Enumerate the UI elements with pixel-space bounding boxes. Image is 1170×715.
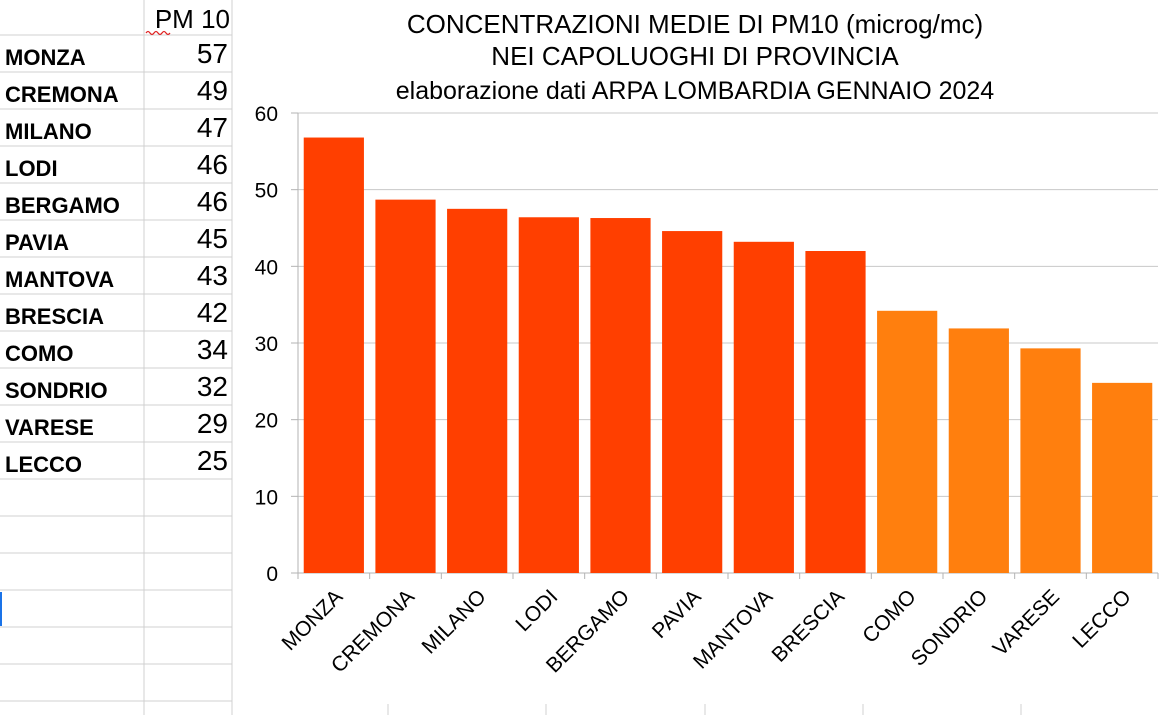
x-tick-label: PAVIA [648, 585, 706, 643]
table-city-cell: MANTOVA [5, 267, 114, 292]
x-tick-label: MONZA [277, 585, 347, 655]
table-city-cell: LODI [5, 156, 58, 181]
y-tick-label: 50 [255, 180, 278, 203]
bar-sondrio [948, 328, 1009, 573]
table-value-cell: 34 [197, 334, 228, 365]
chart-title-line: NEI CAPOLUOGHI DI PROVINCIA [491, 41, 899, 71]
table-value-cell: 45 [197, 223, 228, 254]
x-tick-label: MILANO [418, 585, 491, 658]
x-tick-label: LECCO [1068, 585, 1135, 652]
table-value-cell: 43 [197, 260, 228, 291]
bar-bergamo [590, 218, 651, 574]
table-city-cell: SONDRIO [5, 378, 108, 403]
table-city-cell: MONZA [5, 45, 86, 70]
spellcheck-underline [145, 30, 171, 36]
bar-lodi [518, 217, 579, 573]
chart-title-line: elaborazione dati ARPA LOMBARDIA GENNAIO… [396, 77, 995, 105]
table-value-cell: 25 [197, 445, 228, 476]
table-city-cell: VARESE [5, 415, 94, 440]
table-header-pm10: PM 10 [155, 4, 230, 34]
table-city-cell: MILANO [5, 119, 92, 144]
table-value-cell: 47 [197, 112, 228, 143]
table-value-cell: 49 [197, 75, 228, 106]
x-tick-label: LODI [511, 585, 562, 636]
x-tick-label: SONDRIO [907, 585, 993, 671]
x-tick-label: BRESCIA [768, 585, 849, 666]
x-tick-label: VARESE [989, 585, 1064, 660]
bar-brescia [805, 251, 866, 573]
bar-pavia [662, 231, 723, 574]
table-city-cell: PAVIA [5, 230, 69, 255]
bar-mantova [733, 241, 794, 574]
bar-monza [303, 137, 364, 574]
table-value-cell: 29 [197, 408, 228, 439]
bar-como [877, 310, 938, 573]
table-value-cell: 32 [197, 371, 228, 402]
spreadsheet-grid [0, 0, 1022, 715]
table-value-cell: 57 [197, 38, 228, 69]
bar-cremona [375, 199, 436, 573]
table-city-cell: BERGAMO [5, 193, 120, 218]
table-value-cell: 46 [197, 186, 228, 217]
chart-title-line: CONCENTRAZIONI MEDIE DI PM10 (microg/mc) [407, 9, 983, 39]
x-tick-label: COMO [858, 585, 920, 647]
bar-milano [447, 208, 508, 574]
y-tick-label: 60 [255, 103, 278, 126]
table-value-cell: 46 [197, 149, 228, 180]
data-table: PM 10 MONZA 57 CREMONA 49 MILANO 47 LODI 46 BERGA… [5, 4, 230, 477]
table-city-cell: BRESCIA [5, 304, 104, 329]
bar-chart: CONCENTRAZIONI MEDIE DI PM10 (microg/mc)… [255, 9, 1159, 677]
table-city-cell: CREMONA [5, 82, 119, 107]
bar-varese [1020, 348, 1081, 573]
table-value-cell: 42 [197, 297, 228, 328]
table-city-cell: LECCO [5, 452, 82, 477]
y-tick-label: 20 [255, 410, 278, 433]
bar-lecco [1092, 382, 1153, 573]
y-tick-label: 30 [255, 333, 278, 356]
table-city-cell: COMO [5, 341, 73, 366]
y-tick-label: 10 [255, 486, 278, 509]
y-tick-label: 40 [255, 256, 278, 279]
y-tick-label: 0 [266, 563, 278, 586]
